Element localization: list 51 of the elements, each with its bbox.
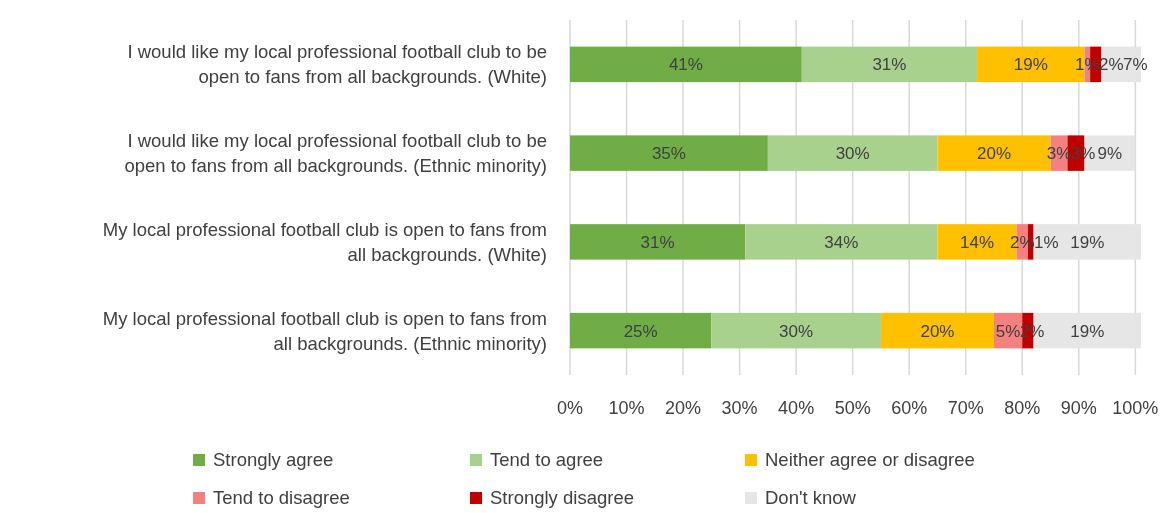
- legend-label: Neither agree or disagree: [765, 449, 975, 471]
- x-tick-label: 90%: [1060, 398, 1097, 419]
- x-tick-label: 60%: [891, 398, 928, 419]
- legend-label: Don't know: [765, 487, 857, 509]
- data-label: 20%: [976, 144, 1012, 164]
- x-tick-label: 40%: [778, 398, 815, 419]
- bar: [570, 312, 712, 349]
- data-label: 19%: [1070, 321, 1105, 341]
- x-tick-label: 70%: [947, 398, 984, 419]
- data-label: 20%: [920, 321, 955, 341]
- data-label: 1%: [1075, 55, 1100, 75]
- bar: [801, 46, 978, 83]
- x-tick-label: 80%: [1004, 398, 1041, 419]
- bar: [745, 224, 938, 260]
- data-label: 2%: [1019, 321, 1045, 341]
- x-tick-label: 30%: [721, 398, 758, 419]
- data-label: 41%: [668, 55, 703, 75]
- legend-label: Strongly agree: [213, 449, 334, 471]
- bar: [880, 312, 995, 349]
- y-tick-label: My local professional football club is open to fans from all backgrounds. (White): [102, 218, 547, 265]
- data-label: 14%: [960, 232, 995, 252]
- y-tick-label: I would like my local professional football club to be open to fans from all backgrounds. (Ethnic minority): [124, 130, 547, 177]
- x-tick-label: 0%: [556, 398, 584, 419]
- data-label: 31%: [640, 232, 675, 252]
- x-tick-label: 50%: [834, 398, 871, 419]
- data-label: 35%: [651, 144, 686, 164]
- bar: [570, 224, 746, 260]
- data-label: 19%: [1013, 55, 1048, 75]
- y-tick-label: I would like my local professional football club to be open to fans from all backgrounds. (White): [127, 41, 547, 88]
- data-label: 19%: [1070, 232, 1105, 252]
- legend-label: Strongly disagree: [490, 487, 634, 509]
- data-label: 30%: [779, 321, 814, 341]
- bar: [1033, 224, 1141, 260]
- bar: [570, 135, 768, 171]
- data-label: 7%: [1123, 55, 1148, 75]
- legend-label: Tend to disagree: [213, 487, 350, 509]
- data-label: 30%: [835, 144, 870, 164]
- y-tick-label: My local professional football club is open to fans from all backgrounds. (Ethnic minority): [102, 307, 547, 354]
- data-label: 5%: [995, 321, 1021, 341]
- data-label: 34%: [824, 232, 859, 252]
- data-label: 9%: [1097, 144, 1123, 164]
- bar: [570, 46, 802, 83]
- x-tick-label: 100%: [1112, 398, 1159, 419]
- x-tick-label: 10%: [608, 398, 645, 419]
- bar: [767, 135, 938, 171]
- bar: [711, 312, 881, 349]
- data-label: 1%: [1034, 232, 1059, 252]
- data-label: 31%: [872, 55, 907, 75]
- x-tick-label: 20%: [665, 398, 702, 419]
- data-label: 25%: [623, 321, 658, 341]
- legend-label: Tend to agree: [490, 449, 604, 471]
